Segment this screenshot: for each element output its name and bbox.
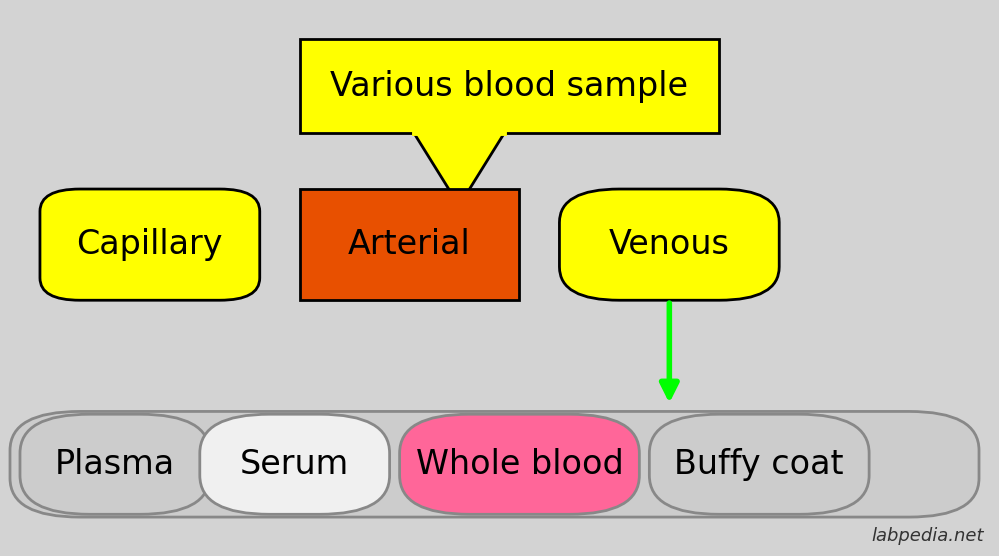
FancyBboxPatch shape: [300, 39, 719, 133]
FancyBboxPatch shape: [10, 411, 979, 517]
Text: Venous: Venous: [609, 228, 729, 261]
Text: Whole blood: Whole blood: [416, 448, 623, 481]
FancyBboxPatch shape: [300, 189, 519, 300]
FancyBboxPatch shape: [559, 189, 779, 300]
Text: Various blood sample: Various blood sample: [331, 70, 688, 103]
Polygon shape: [415, 133, 504, 206]
Text: Plasma: Plasma: [55, 448, 175, 481]
Text: Capillary: Capillary: [77, 228, 223, 261]
Text: Arterial: Arterial: [349, 228, 471, 261]
Text: Buffy coat: Buffy coat: [674, 448, 844, 481]
FancyBboxPatch shape: [649, 414, 869, 514]
FancyBboxPatch shape: [20, 414, 210, 514]
Text: labpedia.net: labpedia.net: [871, 527, 984, 545]
FancyBboxPatch shape: [400, 414, 639, 514]
Text: Serum: Serum: [240, 448, 350, 481]
FancyBboxPatch shape: [40, 189, 260, 300]
FancyBboxPatch shape: [200, 414, 390, 514]
